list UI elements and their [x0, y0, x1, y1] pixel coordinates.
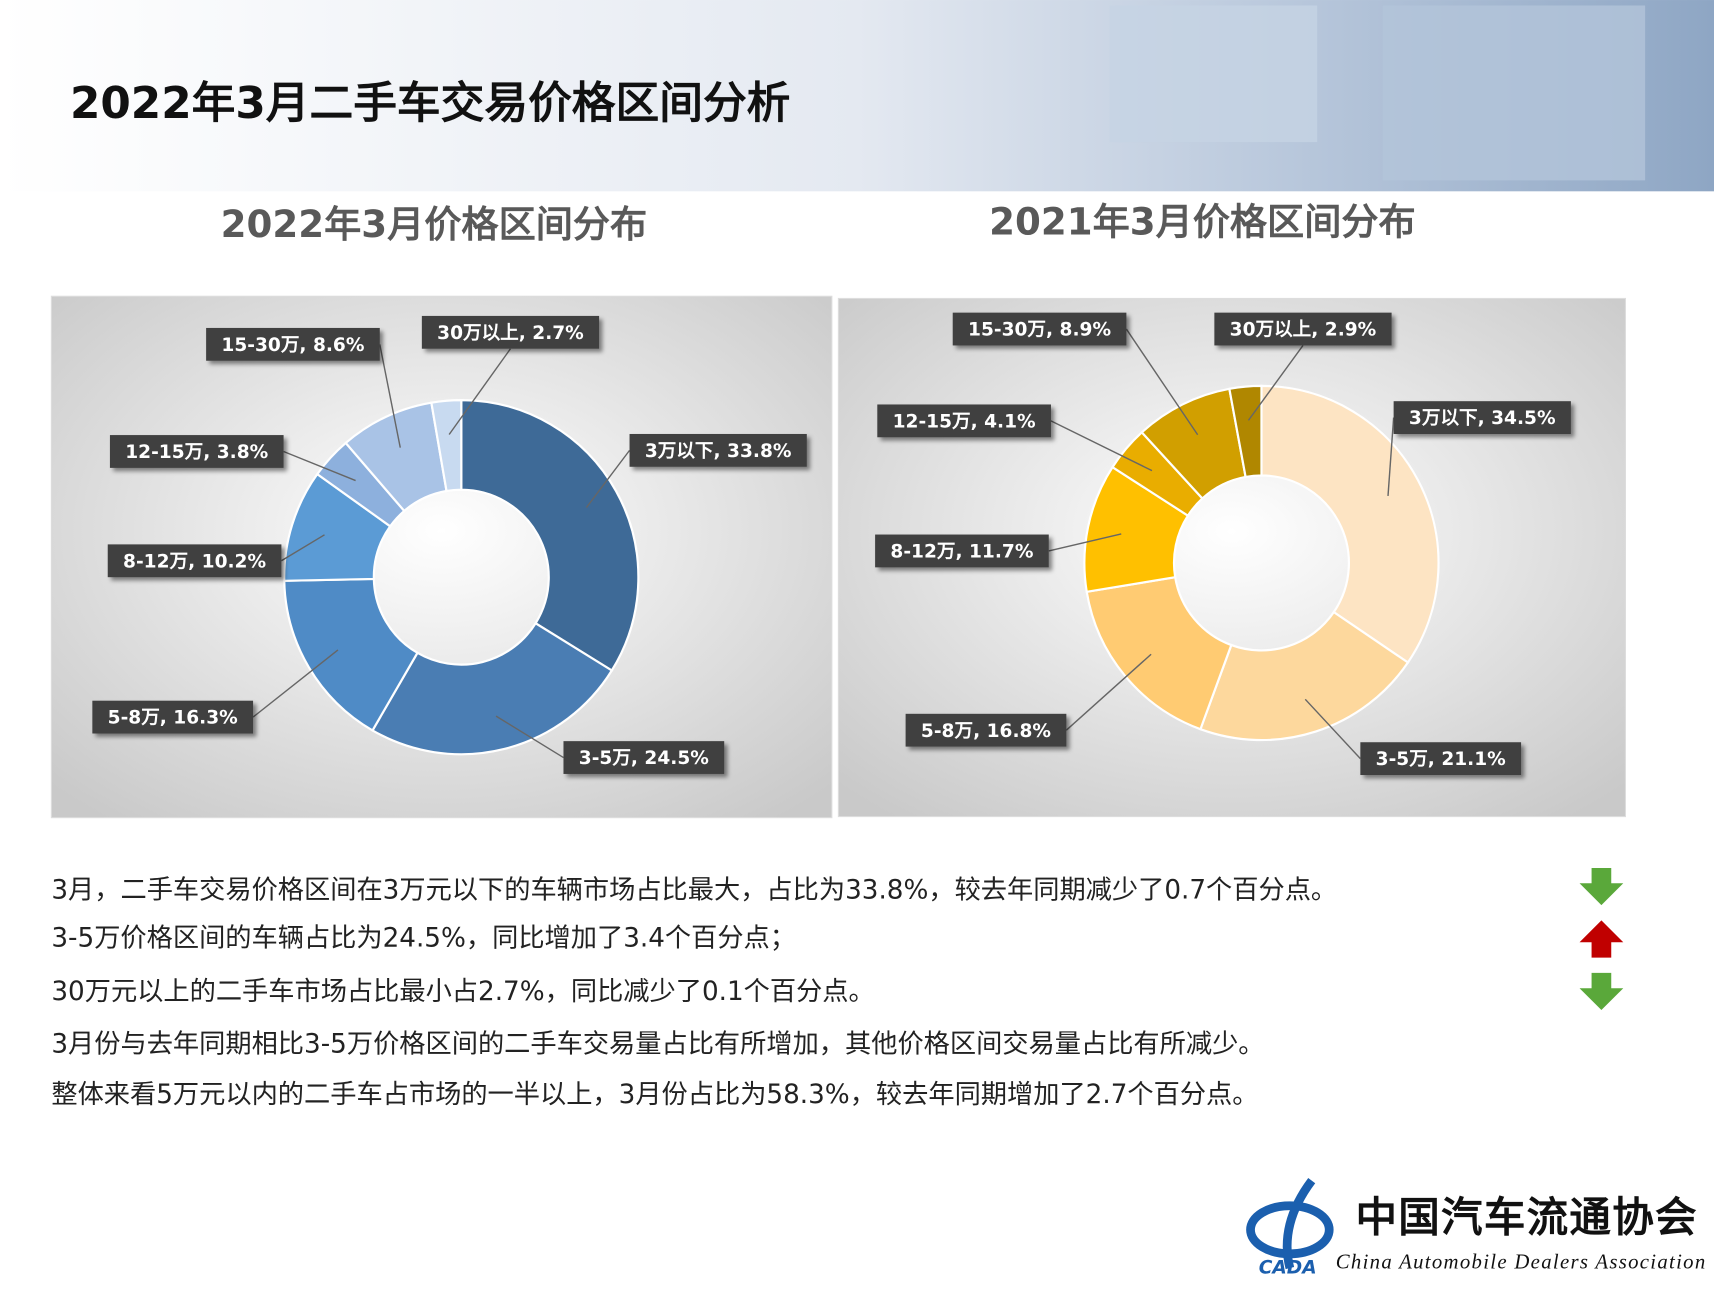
label-text: 3-5万, 24.5%	[579, 748, 710, 769]
down-arrow	[1579, 972, 1624, 1011]
header-cube	[1109, 5, 1318, 143]
donut-slice	[430, 399, 463, 493]
donut-slice	[283, 577, 419, 732]
label-text: 3-5万, 21.1%	[1376, 749, 1507, 770]
paragraph: 3-5万价格区间的车辆占比为24.5%，同比增加了3.4个百分点；	[51, 924, 796, 954]
label-box	[109, 435, 284, 468]
leader-line	[283, 450, 356, 482]
leader-line	[281, 534, 325, 562]
leader-line	[1048, 533, 1122, 552]
label-text: 5-8万, 16.3%	[108, 708, 239, 729]
label-box	[1214, 312, 1392, 346]
label-text: 5-8万, 16.8%	[921, 721, 1052, 742]
label-box	[421, 315, 600, 349]
data-label: 8-12万, 11.7%	[875, 534, 1049, 568]
data-label: 3万以下, 34.5%	[1393, 401, 1571, 434]
donut-slice	[1085, 575, 1233, 731]
label-text: 8-12万, 11.7%	[890, 542, 1033, 563]
donut-slice	[371, 621, 614, 756]
label-text: 15-30万, 8.9%	[968, 320, 1111, 341]
chart-title: 2022年3月价格区间分布	[221, 203, 648, 246]
label-text: 12-15万, 3.8%	[125, 442, 268, 463]
leader-line	[1065, 653, 1152, 731]
data-label: 3-5万, 24.5%	[563, 741, 725, 774]
label-text: 30万以上, 2.7%	[437, 323, 584, 344]
data-label: 30万以上, 2.7%	[421, 315, 600, 349]
data-label: 8-12万, 10.2%	[107, 544, 282, 578]
paragraph: 3月，二手车交易价格区间在3万元以下的车辆市场占比最大，占比为33.8%，较去年…	[51, 875, 1337, 905]
label-box	[92, 700, 254, 734]
leader-line	[1304, 698, 1361, 760]
header-cube	[1382, 5, 1646, 181]
down-arrow	[1579, 867, 1624, 906]
label-text: 3万以下, 34.5%	[1409, 408, 1556, 429]
leader-line	[1247, 345, 1304, 421]
data-label: 12-15万, 3.8%	[109, 435, 284, 468]
label-box	[629, 433, 807, 467]
label-box	[1393, 401, 1571, 434]
paragraph: 30万元以上的二手车市场占比最小占2.7%，同比减少了0.1个百分点。	[51, 977, 874, 1007]
label-box	[107, 544, 282, 578]
label-box	[877, 404, 1051, 438]
donut-slice	[1228, 384, 1263, 479]
label-text: 8-12万, 10.2%	[123, 551, 266, 572]
leader-line	[495, 715, 564, 759]
label-text: 30万以上, 2.9%	[1230, 320, 1377, 341]
charts: 3万以下, 33.8% 3-5万, 24.5% 5-8万, 16.3% 8-12万, …	[92, 312, 1571, 776]
leader-line	[1387, 417, 1395, 497]
up-arrow	[1579, 920, 1624, 958]
data-label: 15-30万, 8.9%	[952, 312, 1127, 346]
donut-slice	[460, 399, 640, 673]
data-label: 5-8万, 16.3%	[92, 700, 254, 734]
leader-line	[252, 649, 339, 718]
label-box	[875, 534, 1049, 568]
summary-text: 3月，二手车交易价格区间在3万元以下的车辆市场占比最大，占比为33.8%，较去年…	[51, 875, 1337, 1109]
label-box	[206, 327, 380, 361]
paragraph: 整体来看5万元以内的二手车占市场的一半以上，3月份占比为58.3%，较去年同期增…	[51, 1080, 1258, 1110]
logo-name-cn: 中国汽车流通协会	[1355, 1193, 1697, 1242]
label-box	[905, 713, 1067, 747]
logo-abbr: CADA	[1259, 1258, 1317, 1279]
label-text: 12-15万, 4.1%	[893, 411, 1036, 432]
leader-line	[448, 348, 512, 435]
chart-title: 2021年3月价格区间分布	[989, 201, 1416, 244]
label-box	[563, 741, 725, 774]
logo-name-en: China Automobile Dealers Association	[1336, 1251, 1705, 1273]
donut-slice	[1199, 610, 1410, 742]
label-text: 15-30万, 8.6%	[221, 335, 364, 356]
data-label: 12-15万, 4.1%	[877, 404, 1051, 438]
label-box	[952, 312, 1127, 346]
data-label: 3-5万, 21.1%	[1360, 742, 1522, 776]
paragraph: 3月份与去年同期相比3-5万价格区间的二手车交易量占比有所增加，其他价格区间交易…	[51, 1030, 1264, 1060]
page-title: 2022年3月二手车交易价格区间分析	[70, 78, 790, 129]
leader-line	[379, 344, 401, 448]
data-label: 5-8万, 16.8%	[905, 713, 1067, 747]
donut-slice	[1260, 384, 1440, 665]
data-label: 3万以下, 33.8%	[629, 433, 807, 467]
data-label: 15-30万, 8.6%	[206, 327, 380, 361]
label-box	[1360, 742, 1522, 776]
label-text: 3万以下, 33.8%	[645, 441, 792, 462]
leader-line	[1125, 328, 1199, 436]
logo-mark	[1282, 1177, 1316, 1270]
data-label: 30万以上, 2.9%	[1214, 312, 1392, 346]
leader-line	[1050, 420, 1153, 472]
leader-line	[585, 449, 631, 508]
